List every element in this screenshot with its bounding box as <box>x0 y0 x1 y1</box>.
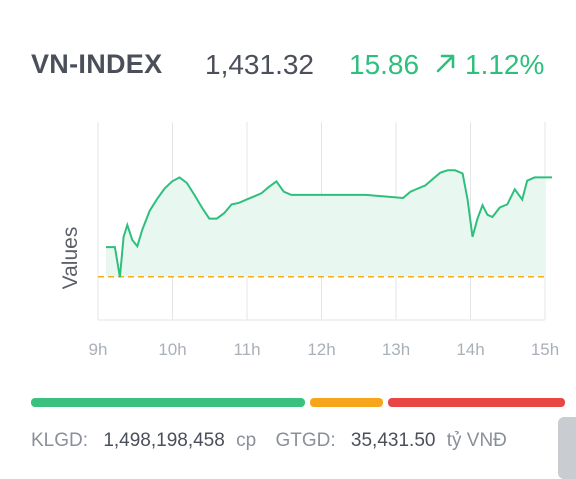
trade-value: 35,431.50 <box>350 430 436 451</box>
scrollbar[interactable] <box>558 417 576 479</box>
x-tick-label: 14h <box>456 340 484 359</box>
x-tick-label: 10h <box>158 340 186 359</box>
breadth-bar-unchanged <box>310 398 383 407</box>
volume-label: KLGD: <box>31 430 89 451</box>
index-percent: 1.12% <box>465 49 545 80</box>
index-header: VN-INDEX 1,431.32 15.86 1.12% <box>31 46 571 86</box>
x-tick-label: 9h <box>89 340 108 359</box>
x-tick-label: 12h <box>307 340 335 359</box>
intraday-chart: 9h 10h 11h 12h 13h 14h 15h Values <box>59 122 560 359</box>
index-change: 15.86 <box>349 49 420 80</box>
volume-value: 1,498,198,458 <box>103 430 225 451</box>
breadth-bar-advancing <box>31 398 305 407</box>
trade-value-unit: tỷ VNĐ <box>446 430 507 451</box>
x-tick-label: 15h <box>531 340 559 359</box>
x-tick-label: 13h <box>382 340 410 359</box>
index-name: VN-INDEX <box>31 49 163 79</box>
arrow-up-right-icon <box>436 54 455 73</box>
breadth-bar-declining <box>388 398 565 407</box>
chart-series-line <box>105 169 552 278</box>
y-axis-label: Values <box>59 227 82 290</box>
x-tick-label: 11h <box>233 340 260 359</box>
index-value: 1,431.32 <box>205 49 314 80</box>
volume-unit: cp <box>236 430 257 451</box>
value-label: GTGD: <box>275 430 336 451</box>
trading-stats: KLGD: 1,498,198,458 cp GTGD: 35,431.50 t… <box>31 430 507 452</box>
x-axis-ticks: 9h 10h 11h 12h 13h 14h 15h <box>89 340 560 359</box>
chart-area-fill <box>106 170 552 278</box>
